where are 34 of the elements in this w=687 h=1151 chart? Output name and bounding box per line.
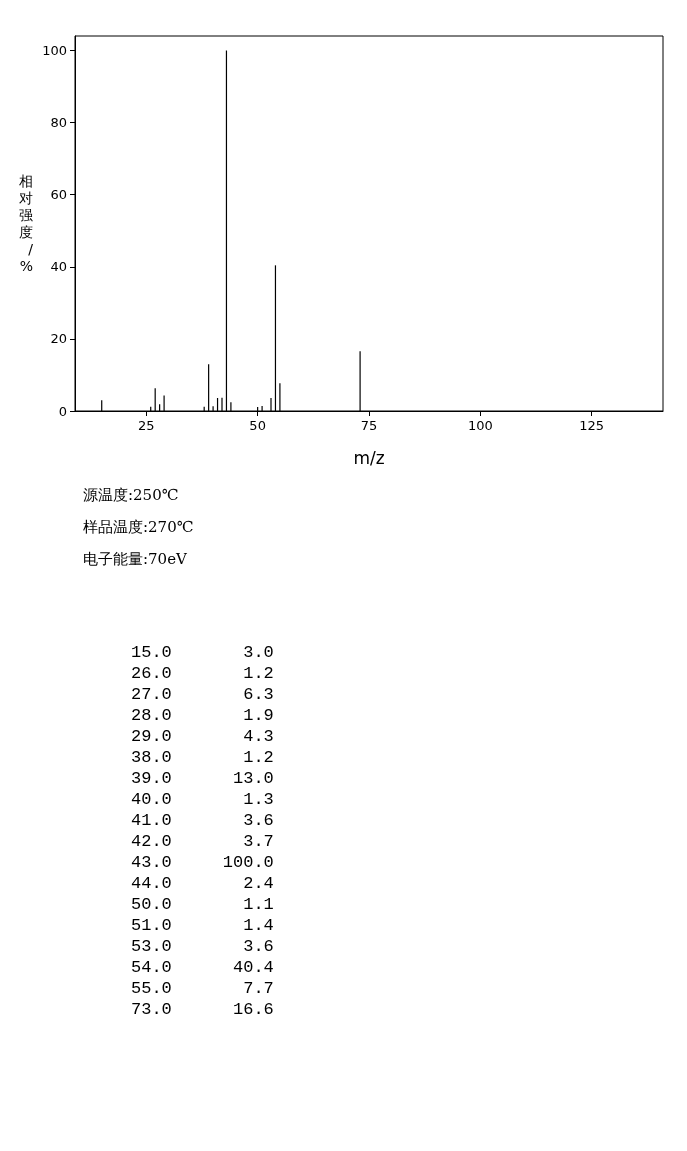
text: 50.0 1.1 — [131, 894, 275, 915]
x-tick-label: 125 — [579, 418, 605, 433]
text: 43.0 100.0 — [131, 852, 275, 873]
x-tick-label: 75 — [360, 418, 378, 433]
text: 26.0 1.2 — [131, 663, 275, 684]
y-axis-title: 相对强度/% — [19, 173, 34, 274]
y-tick-label: 80 — [50, 115, 67, 131]
text: 电子能量:70eV — [83, 550, 188, 570]
text: 44.0 2.4 — [131, 873, 275, 894]
y-tick-label: 0 — [58, 403, 67, 419]
x-tick-label: 100 — [467, 418, 493, 433]
text: 源温度:250℃ — [83, 486, 180, 506]
x-tick-label: 50 — [249, 418, 266, 433]
text: 27.0 6.3 — [131, 684, 275, 705]
y-tick-label: 20 — [50, 331, 67, 347]
text: 73.0 16.6 — [131, 999, 275, 1020]
x-axis-title: m/z — [353, 447, 385, 468]
text: 42.0 3.7 — [131, 831, 275, 852]
text: 29.0 4.3 — [131, 726, 275, 747]
text: 51.0 1.4 — [131, 915, 275, 936]
text: 28.0 1.9 — [131, 705, 275, 726]
text: 样品温度:270℃ — [83, 518, 195, 538]
y-tick-label: 40 — [50, 259, 67, 275]
text: 54.0 40.4 — [131, 957, 275, 978]
x-tick-label: 25 — [138, 418, 155, 433]
text: 38.0 1.2 — [131, 747, 275, 768]
text: 55.0 7.7 — [131, 978, 275, 999]
text: 40.0 1.3 — [131, 789, 275, 810]
text: 39.0 13.0 — [131, 768, 275, 789]
text: 53.0 3.6 — [131, 936, 275, 957]
text: 15.0 3.0 — [131, 642, 275, 663]
text: 41.0 3.6 — [131, 810, 275, 831]
y-tick-label: 100 — [42, 42, 67, 58]
y-tick-label: 60 — [50, 187, 67, 203]
